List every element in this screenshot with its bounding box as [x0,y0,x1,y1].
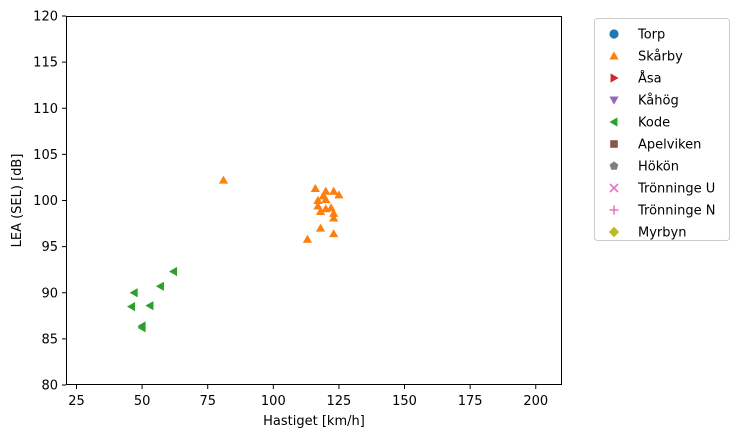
legend-label: Kode [638,116,670,131]
x-axis-title: Hastiget [km/h] [263,414,365,429]
legend-marker [609,117,618,127]
data-point [315,206,326,216]
data-point [155,281,164,291]
y-tick-label: 90 [41,286,58,301]
data-point [329,213,339,222]
legend-marker [609,51,619,60]
y-axis-title: LEA (SEL) [dB] [10,154,25,248]
y-tick-label: 80 [41,379,58,394]
data-point [329,186,339,195]
legend-label: Apelviken [638,138,701,153]
legend-label: Kåhög [638,94,679,109]
x-tick-label: 150 [392,394,417,409]
data-point [218,175,229,184]
plot-area [66,16,562,385]
y-tick-label: 115 [33,56,58,71]
legend: Torp Skårby Åsa Kåhög Kode Apelviken Hökön Trön… [594,18,730,241]
axes-frame [66,16,562,385]
data-point [302,234,313,243]
legend-label: Hökön [638,160,679,175]
x-tick-label: 175 [458,394,483,409]
legend-marker [608,226,620,238]
legend-label: Trönninge N [637,204,715,219]
y-tick-label: 85 [41,332,58,347]
y-tick-label: 95 [41,240,58,255]
axes: 25 50 75 100 125 150 175 200 80 85 90 95 100 105 110 11… [33,10,562,409]
data-point [137,323,146,333]
y-tick-label: 105 [33,148,58,163]
legend-marker [610,140,618,148]
x-tick-label: 25 [68,394,85,409]
y-tick-label: 100 [33,194,58,209]
data-point [321,194,331,204]
data-point [315,223,326,232]
data-point [313,195,323,204]
legend-box [594,18,730,241]
legend-marker [610,73,619,83]
legend-label: Skårby [638,50,683,65]
legend-marker [609,205,619,215]
y-tick-label: 110 [33,102,58,117]
legend-marker [609,161,619,170]
x-tick-label: 125 [327,394,352,409]
data-point [329,229,339,238]
x-tick-label: 50 [134,394,151,409]
data-point [310,183,320,192]
data-point [334,190,344,199]
legend-label: Myrbyn [638,226,686,241]
legend-marker [609,96,619,105]
x-tick-label: 100 [261,394,286,409]
data-point [168,266,178,277]
legend-label: Trönninge U [637,182,715,197]
data-point [326,203,336,212]
data-point [321,186,331,195]
legend-label: Torp [637,28,665,43]
y-tick-label: 120 [33,10,58,25]
legend-marker [609,183,619,193]
data-point [329,208,339,217]
data-point [129,288,138,298]
x-tick-label: 200 [523,394,548,409]
x-tick-label: 75 [199,394,216,409]
data-point [145,301,154,311]
legend-marker [609,29,619,39]
data-point [127,301,136,312]
data-point [313,201,323,210]
legend-label: Åsa [638,71,662,87]
plot-background [66,16,562,385]
